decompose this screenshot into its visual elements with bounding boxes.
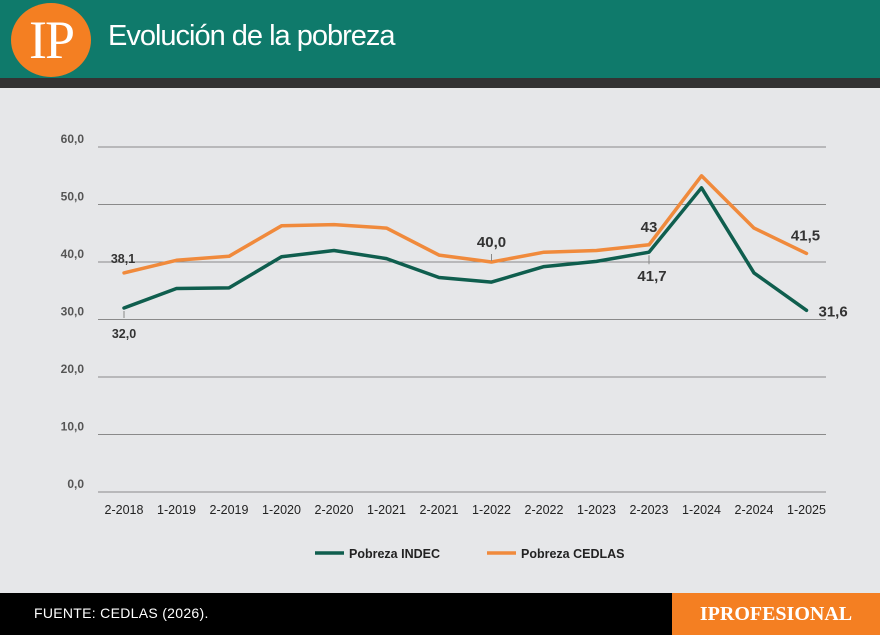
x-tick-labels: 2-2018 1-2019 2-2019 1-2020 2-2020 1-2021 2-20…	[105, 503, 826, 517]
page-title: Evolución de la pobreza	[108, 20, 396, 52]
series-line-cedlas[interactable]	[122, 174, 809, 275]
legend-label-cedlas: Pobreza CEDLAS	[521, 547, 625, 561]
x-tick-label: 2-2019	[210, 503, 249, 517]
poverty-chart: 0,0 10,0 20,0 30,0 40,0 50,0 60,0 2-2018 1-2019…	[61, 132, 848, 561]
x-tick-label: 2-2018	[105, 503, 144, 517]
header-bar: IP Evolución de la pobreza	[0, 0, 880, 88]
y-tick-label: 40,0	[61, 247, 85, 261]
y-tick-labels: 0,0 10,0 20,0 30,0 40,0 50,0 60,0	[61, 132, 85, 491]
source-note: FUENTE: CEDLAS (2026).	[34, 605, 209, 621]
iprofesional-brand[interactable]: IPROFESIONAL	[672, 593, 880, 635]
y-tick-label: 20,0	[61, 362, 85, 376]
gridlines	[98, 146, 826, 493]
x-tick-label: 2-2021	[420, 503, 459, 517]
x-tick-label: 1-2025	[787, 503, 826, 517]
data-label: 40,0	[477, 234, 506, 251]
x-tick-label: 2-2022	[525, 503, 564, 517]
data-label: 41,5	[791, 227, 820, 244]
data-label: 32,0	[112, 327, 136, 341]
y-tick-label: 10,0	[61, 420, 85, 434]
x-tick-label: 2-2024	[735, 503, 774, 517]
x-tick-label: 1-2020	[262, 503, 301, 517]
header-band	[0, 0, 880, 78]
legend: Pobreza INDEC Pobreza CEDLAS	[315, 547, 625, 561]
y-tick-label: 50,0	[61, 190, 85, 204]
x-tick-label: 1-2019	[157, 503, 196, 517]
footer-bar: FUENTE: CEDLAS (2026). IPROFESIONAL	[0, 593, 880, 635]
y-tick-label: 30,0	[61, 305, 85, 319]
y-tick-label: 60,0	[61, 132, 85, 146]
x-tick-label: 1-2023	[577, 503, 616, 517]
data-label: 43	[641, 219, 658, 236]
x-tick-label: 1-2022	[472, 503, 511, 517]
series-line-indec[interactable]	[122, 186, 809, 313]
data-label: 41,7	[637, 268, 666, 285]
x-tick-label: 2-2020	[315, 503, 354, 517]
data-label: 31,6	[819, 303, 848, 320]
data-label: 38,1	[111, 252, 135, 266]
data-labels: 32,0 38,1 40,0 43 41,7 41,5 31,6	[111, 219, 848, 341]
y-tick-label: 0,0	[67, 477, 84, 491]
x-tick-label: 2-2023	[630, 503, 669, 517]
x-tick-label: 1-2024	[682, 503, 721, 517]
series-lines	[122, 174, 809, 313]
legend-label-indec: Pobreza INDEC	[349, 547, 440, 561]
x-tick-label: 1-2021	[367, 503, 406, 517]
ip-logo[interactable]: IP	[11, 3, 91, 77]
